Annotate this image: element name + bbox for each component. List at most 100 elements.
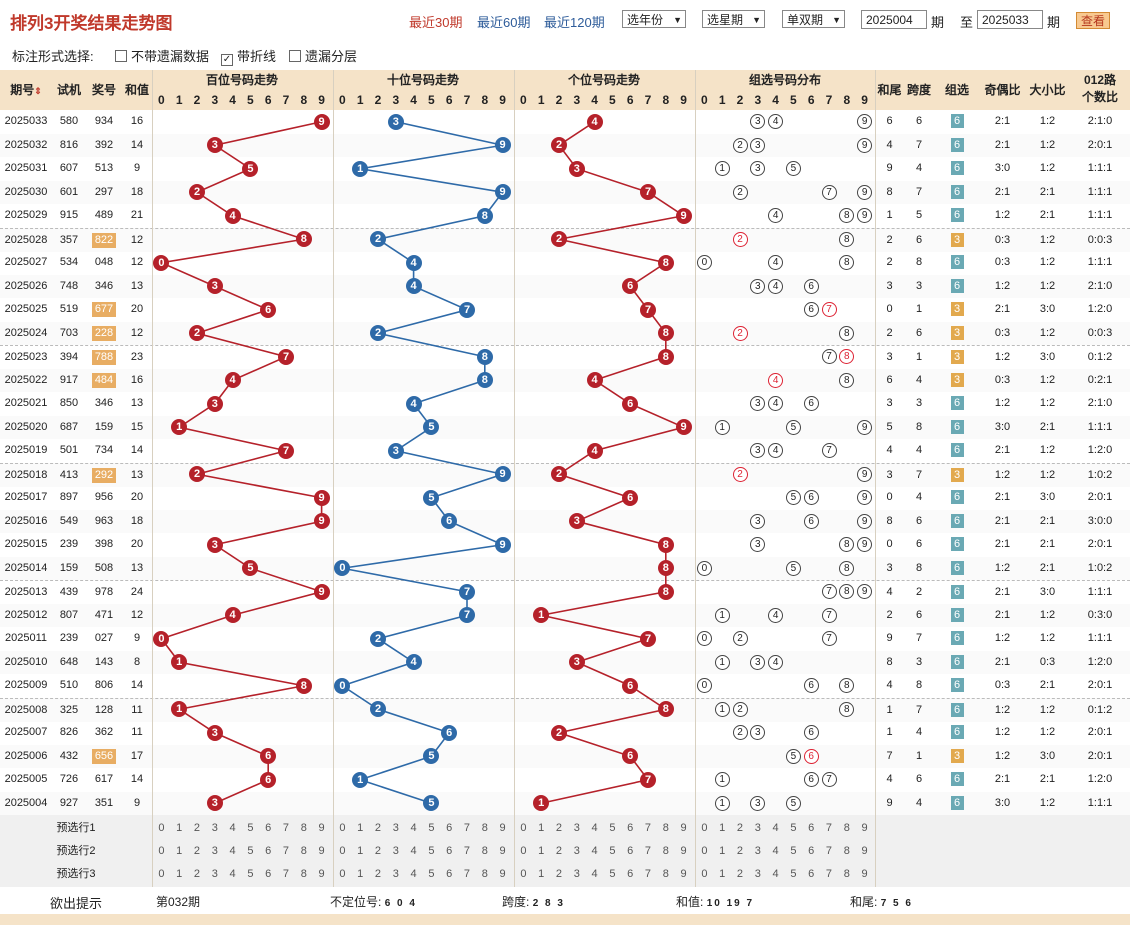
preselect-digit[interactable]: 3 (392, 845, 399, 857)
preselect-digit[interactable]: 1 (357, 845, 364, 857)
preselect-digit[interactable]: 2 (555, 822, 563, 834)
preselect-digit[interactable]: 1 (719, 868, 726, 880)
preselect-digit[interactable]: 8 (662, 822, 669, 834)
preselect-digit[interactable]: 5 (247, 845, 254, 857)
preselect-digit[interactable]: 8 (300, 845, 307, 857)
link-last-60[interactable]: 最近60期 (477, 15, 531, 30)
preselect-digit[interactable]: 9 (861, 822, 868, 834)
preselect-digit[interactable]: 1 (538, 845, 545, 857)
preselect-digit[interactable]: 3 (392, 822, 399, 834)
preselect-digit[interactable]: 5 (609, 845, 616, 857)
preselect-digit[interactable]: 3 (754, 822, 761, 834)
preselect-digit[interactable]: 4 (772, 845, 779, 857)
preselect-digit[interactable]: 1 (176, 845, 183, 857)
preselect-digit[interactable]: 0 (339, 868, 346, 880)
view-button[interactable]: 查看 (1076, 12, 1110, 29)
year-select[interactable]: 选年份 ▼ (622, 10, 686, 28)
preselect-digit[interactable]: 7 (463, 868, 471, 880)
preselect-digit[interactable]: 7 (825, 868, 833, 880)
preselect-digit[interactable]: 9 (680, 822, 687, 834)
preselect-digit[interactable]: 8 (843, 845, 850, 857)
preselect-digit[interactable]: 3 (573, 868, 580, 880)
preselect-digit[interactable]: 3 (211, 868, 218, 880)
preselect-digit[interactable]: 6 (627, 845, 634, 857)
preselect-digit[interactable]: 5 (247, 868, 254, 880)
preselect-digit[interactable]: 8 (300, 868, 307, 880)
preselect-row-2[interactable]: 预选行2 0 1 2 3 4 5 6 7 8 9 0 1 2 3 4 5 6 7 8 9 0 1 2 3 4 5 6 7 8 9 0 1 2 3 4 5… (0, 840, 1130, 863)
preselect-digit[interactable]: 2 (555, 868, 563, 880)
preselect-digit[interactable]: 4 (229, 822, 236, 834)
preselect-digit[interactable]: 6 (446, 822, 453, 834)
preselect-digit[interactable]: 4 (591, 868, 598, 880)
preselect-digit[interactable]: 2 (193, 868, 201, 880)
preselect-digit[interactable]: 9 (499, 868, 506, 880)
preselect-digit[interactable]: 3 (392, 868, 399, 880)
preselect-digit[interactable]: 7 (644, 845, 652, 857)
preselect-digit[interactable]: 7 (282, 845, 290, 857)
preselect-digit[interactable]: 6 (808, 822, 815, 834)
preselect-digit[interactable]: 1 (719, 822, 726, 834)
preselect-digit[interactable]: 9 (680, 845, 687, 857)
preselect-digit[interactable]: 1 (176, 868, 183, 880)
preselect-digit[interactable]: 4 (410, 868, 417, 880)
preselect-digit[interactable]: 2 (374, 868, 382, 880)
preselect-digit[interactable]: 5 (247, 822, 254, 834)
preselect-digit[interactable]: 8 (481, 822, 488, 834)
preselect-digit[interactable]: 9 (680, 868, 687, 880)
preselect-digit[interactable]: 4 (772, 822, 779, 834)
preselect-digit[interactable]: 5 (609, 868, 616, 880)
preselect-digit[interactable]: 2 (736, 822, 744, 834)
preselect-digit[interactable]: 1 (176, 822, 183, 834)
option-missing-layer[interactable]: 遗漏分层 (289, 46, 357, 65)
preselect-digit[interactable]: 1 (357, 868, 364, 880)
preselect-digit[interactable]: 6 (808, 845, 815, 857)
preselect-digit[interactable]: 6 (808, 868, 815, 880)
preselect-digit[interactable]: 2 (736, 868, 744, 880)
preselect-digit[interactable]: 0 (701, 845, 708, 857)
preselect-digit[interactable]: 6 (627, 822, 634, 834)
option-with-line[interactable]: ✓ 带折线 (221, 49, 277, 66)
preselect-digit[interactable]: 0 (158, 845, 165, 857)
preselect-digit[interactable]: 6 (265, 868, 272, 880)
preselect-digit[interactable]: 3 (211, 845, 218, 857)
preselect-digit[interactable]: 9 (499, 822, 506, 834)
preselect-digit[interactable]: 3 (754, 868, 761, 880)
link-last-30[interactable]: 最近30期 (409, 15, 463, 30)
preselect-row-3[interactable]: 预选行3 0 1 2 3 4 5 6 7 8 9 0 1 2 3 4 5 6 7 8 9 0 1 2 3 4 5 6 7 8 9 0 1 2 3 4 5… (0, 863, 1130, 886)
preselect-digit[interactable]: 3 (573, 822, 580, 834)
preselect-digit[interactable]: 5 (428, 845, 435, 857)
preselect-digit[interactable]: 2 (736, 845, 744, 857)
preselect-digit[interactable]: 0 (520, 868, 527, 880)
preselect-digit[interactable]: 8 (300, 822, 307, 834)
preselect-digit[interactable]: 8 (481, 845, 488, 857)
preselect-digit[interactable]: 1 (538, 822, 545, 834)
preselect-digit[interactable]: 2 (555, 845, 563, 857)
from-period-input[interactable]: 2025004 (861, 10, 927, 29)
preselect-digit[interactable]: 4 (591, 845, 598, 857)
to-period-input[interactable]: 2025033 (977, 10, 1043, 29)
preselect-digit[interactable]: 9 (861, 845, 868, 857)
preselect-digit[interactable]: 7 (825, 845, 833, 857)
preselect-digit[interactable]: 6 (446, 868, 453, 880)
preselect-digit[interactable]: 8 (843, 822, 850, 834)
preselect-digit[interactable]: 4 (229, 845, 236, 857)
preselect-digit[interactable]: 7 (644, 868, 652, 880)
link-last-120[interactable]: 最近120期 (544, 15, 605, 30)
preselect-digit[interactable]: 9 (318, 868, 325, 880)
preselect-digit[interactable]: 9 (861, 868, 868, 880)
preselect-digit[interactable]: 1 (719, 845, 726, 857)
preselect-digit[interactable]: 0 (701, 822, 708, 834)
preselect-digit[interactable]: 7 (463, 845, 471, 857)
preselect-digit[interactable]: 2 (374, 845, 382, 857)
week-select[interactable]: 选星期 ▼ (702, 10, 765, 28)
preselect-digit[interactable]: 7 (463, 822, 471, 834)
preselect-digit[interactable]: 5 (609, 822, 616, 834)
preselect-digit[interactable]: 7 (644, 822, 652, 834)
preselect-digit[interactable]: 8 (481, 868, 488, 880)
preselect-digit[interactable]: 6 (265, 822, 272, 834)
preselect-digit[interactable]: 7 (282, 868, 290, 880)
preselect-digit[interactable]: 2 (193, 822, 201, 834)
preselect-digit[interactable]: 7 (282, 822, 290, 834)
col-period[interactable]: 期号⇕ (10, 83, 42, 97)
preselect-digit[interactable]: 5 (790, 822, 797, 834)
